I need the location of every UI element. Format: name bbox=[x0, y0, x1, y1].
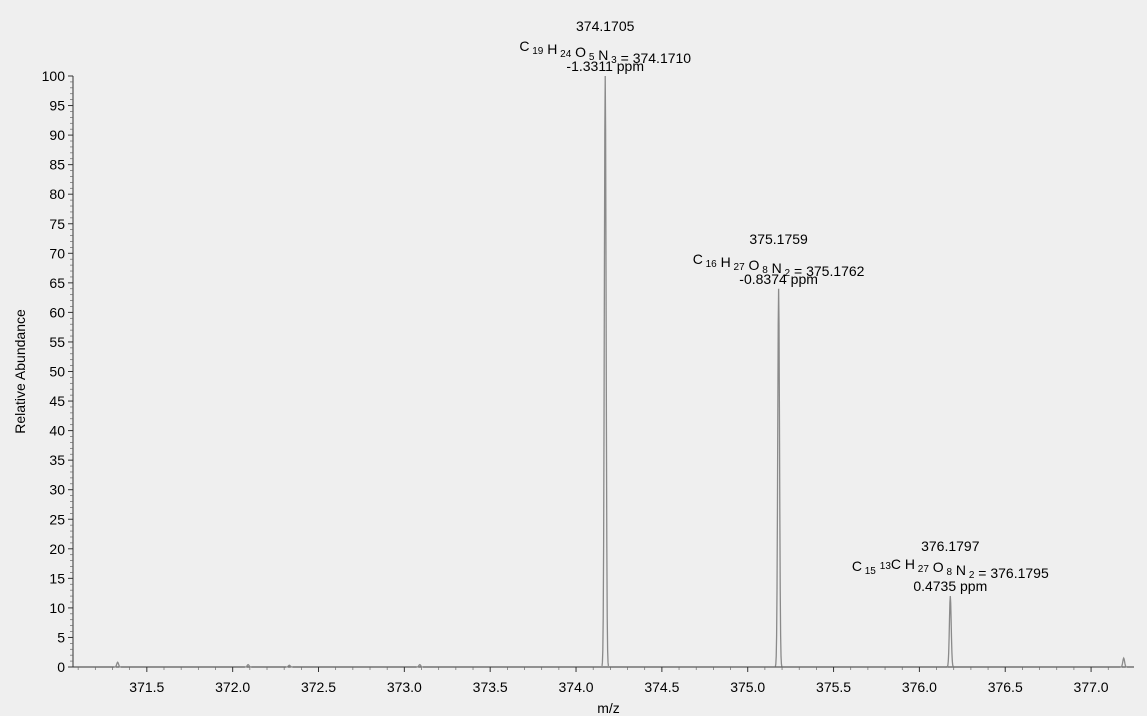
x-tick-label: 374.5 bbox=[644, 679, 679, 695]
peak-mass-label: 374.1705 bbox=[576, 18, 635, 34]
x-tick-label: 371.5 bbox=[129, 679, 164, 695]
formula-subscript: 15 bbox=[862, 566, 876, 577]
peak-formula-label: C 16 H 27 O 8 N 2 = 375.1762 bbox=[693, 251, 865, 279]
formula-subscript: 5 bbox=[586, 52, 595, 63]
x-tick-label: 376.5 bbox=[988, 679, 1023, 695]
y-tick-label: 85 bbox=[49, 157, 65, 173]
formula-text: O bbox=[745, 257, 760, 273]
x-tick-label: 376.0 bbox=[902, 679, 937, 695]
x-tick-label: 377.0 bbox=[1074, 679, 1109, 695]
y-tick-label: 30 bbox=[49, 482, 65, 498]
y-tick-label: 25 bbox=[49, 511, 65, 527]
x-tick-label: 375.5 bbox=[816, 679, 851, 695]
formula-text: C H bbox=[891, 556, 915, 572]
formula-text: C bbox=[693, 251, 703, 267]
x-axis-label: m/z bbox=[597, 700, 620, 716]
peak-ppm-label: -0.8374 ppm bbox=[739, 271, 818, 287]
y-tick-label: 75 bbox=[49, 216, 65, 232]
y-tick-label: 55 bbox=[49, 334, 65, 350]
y-tick-label: 70 bbox=[49, 245, 65, 261]
peak-formula-label: C 19 H 24 O 5 N 3 = 374.1710 bbox=[519, 38, 691, 66]
y-tick-label: 35 bbox=[49, 452, 65, 468]
formula-subscript: 2 bbox=[782, 268, 791, 279]
spectrum-peak bbox=[946, 596, 954, 668]
y-tick-label: 65 bbox=[49, 275, 65, 291]
formula-subscript: 8 bbox=[944, 567, 953, 578]
formula-text: O bbox=[571, 44, 586, 60]
y-tick-label: 80 bbox=[49, 186, 65, 202]
y-tick-label: 90 bbox=[49, 127, 65, 143]
formula-text: O bbox=[929, 559, 944, 575]
peak-mass-label: 375.1759 bbox=[749, 231, 808, 247]
y-tick-label: 50 bbox=[49, 364, 65, 380]
formula-subscript: 27 bbox=[731, 262, 745, 273]
formula-text: N bbox=[952, 562, 966, 578]
y-tick-label: 95 bbox=[49, 98, 65, 114]
formula-subscript: 8 bbox=[759, 265, 768, 276]
y-tick-label: 100 bbox=[42, 68, 66, 84]
y-tick-label: 5 bbox=[57, 629, 65, 645]
peak-ppm-label: -1.3311 ppm bbox=[566, 58, 644, 74]
x-tick-label: 375.0 bbox=[730, 679, 765, 695]
x-tick-label: 373.0 bbox=[387, 679, 422, 695]
spectrum-peak bbox=[244, 663, 252, 668]
peak-formula-label: C 15 13C H 27 O 8 N 2 = 376.1795 bbox=[852, 556, 1049, 581]
formula-text: C bbox=[852, 558, 862, 574]
peak-mass-label: 376.1797 bbox=[921, 538, 980, 554]
x-tick-label: 372.5 bbox=[301, 679, 336, 695]
formula-text: C bbox=[519, 38, 529, 54]
y-tick-label: 45 bbox=[49, 393, 65, 409]
formula-text: H bbox=[543, 41, 557, 57]
y-tick-label: 10 bbox=[49, 600, 65, 616]
spectrum-peak bbox=[601, 75, 610, 667]
formula-subscript: 24 bbox=[557, 49, 571, 60]
formula-text: = 375.1762 bbox=[790, 263, 865, 279]
spectrum-peak bbox=[416, 663, 424, 668]
formula-subscript: 19 bbox=[529, 46, 543, 57]
y-axis-label: Relative Abundance bbox=[12, 309, 28, 434]
formula-text: = 374.1710 bbox=[617, 50, 692, 66]
spectrum-peak bbox=[1120, 656, 1127, 668]
y-tick-label: 0 bbox=[57, 659, 65, 675]
formula-text: H bbox=[717, 254, 731, 270]
formula-text: = 376.1795 bbox=[974, 565, 1049, 581]
formula-subscript: 2 bbox=[966, 570, 975, 581]
y-tick-label: 20 bbox=[49, 541, 65, 557]
formula-subscript: 3 bbox=[608, 55, 617, 66]
y-tick-label: 60 bbox=[49, 304, 65, 320]
formula-text: N bbox=[768, 260, 782, 276]
peak-ppm-label: 0.4735 ppm bbox=[913, 578, 987, 594]
spectrum-peak bbox=[774, 288, 783, 667]
y-tick-label: 15 bbox=[49, 570, 65, 586]
formula-subscript: 27 bbox=[915, 564, 929, 575]
spectrum-peak bbox=[114, 661, 121, 668]
y-tick-label: 40 bbox=[49, 423, 65, 439]
formula-text: N bbox=[594, 47, 608, 63]
x-tick-label: 373.5 bbox=[473, 679, 508, 695]
formula-superscript: 13 bbox=[880, 561, 892, 572]
x-tick-label: 374.0 bbox=[559, 679, 594, 695]
formula-subscript: 16 bbox=[703, 259, 717, 270]
spectrum-peak bbox=[286, 664, 293, 668]
x-tick-label: 372.0 bbox=[215, 679, 250, 695]
